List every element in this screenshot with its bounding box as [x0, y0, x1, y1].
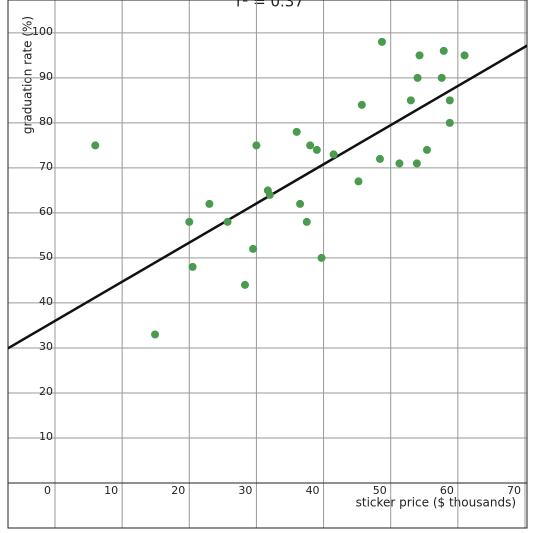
point: [412, 159, 421, 168]
x-axis-label: sticker price ($ thousands): [356, 496, 516, 510]
point: [265, 190, 274, 199]
y-tick-label: 30: [39, 340, 53, 353]
y-tick-label: 70: [39, 160, 53, 173]
point: [241, 280, 250, 289]
point: [415, 51, 424, 60]
x-tick-label: 0: [44, 484, 51, 497]
x-tick-label: 40: [306, 484, 320, 497]
point: [439, 46, 448, 55]
point: [151, 330, 160, 339]
point: [188, 262, 197, 271]
y-tick-label: 50: [39, 250, 53, 263]
y-tick-label: 80: [39, 115, 53, 128]
y-tick-label: 60: [39, 205, 53, 218]
point: [317, 253, 326, 262]
point: [445, 96, 454, 105]
x-tick-label: 60: [440, 484, 454, 497]
point: [292, 127, 301, 136]
point: [422, 145, 431, 154]
y-axis-label: graduation rate (%): [21, 16, 35, 134]
point: [296, 199, 305, 208]
point: [413, 73, 422, 82]
point: [377, 37, 386, 46]
point: [252, 141, 261, 150]
y-tick-label: 40: [39, 295, 53, 308]
point: [223, 217, 232, 226]
x-tick-label: 20: [171, 484, 185, 497]
point: [205, 199, 214, 208]
point: [354, 177, 363, 186]
point: [312, 145, 321, 154]
point: [437, 73, 446, 82]
y-tick-label: 90: [39, 70, 53, 83]
y-tick-label: 20: [39, 385, 53, 398]
point: [357, 100, 366, 109]
point: [249, 244, 258, 253]
chart-title: r² = 0.37: [236, 0, 304, 11]
point: [302, 217, 311, 226]
point: [406, 96, 415, 105]
x-tick-label: 10: [104, 484, 118, 497]
plot-border: [7, 0, 528, 529]
point: [306, 141, 315, 150]
point: [91, 141, 100, 150]
point: [329, 150, 338, 159]
point: [185, 217, 194, 226]
y-tick-label: 100: [32, 25, 53, 38]
point: [445, 118, 454, 127]
point: [395, 159, 404, 168]
point: [375, 154, 384, 163]
y-tick-label: 10: [39, 430, 53, 443]
x-tick-label: 70: [507, 484, 521, 497]
x-tick-label: 50: [373, 484, 387, 497]
point: [460, 51, 469, 60]
x-tick-label: 30: [238, 484, 252, 497]
